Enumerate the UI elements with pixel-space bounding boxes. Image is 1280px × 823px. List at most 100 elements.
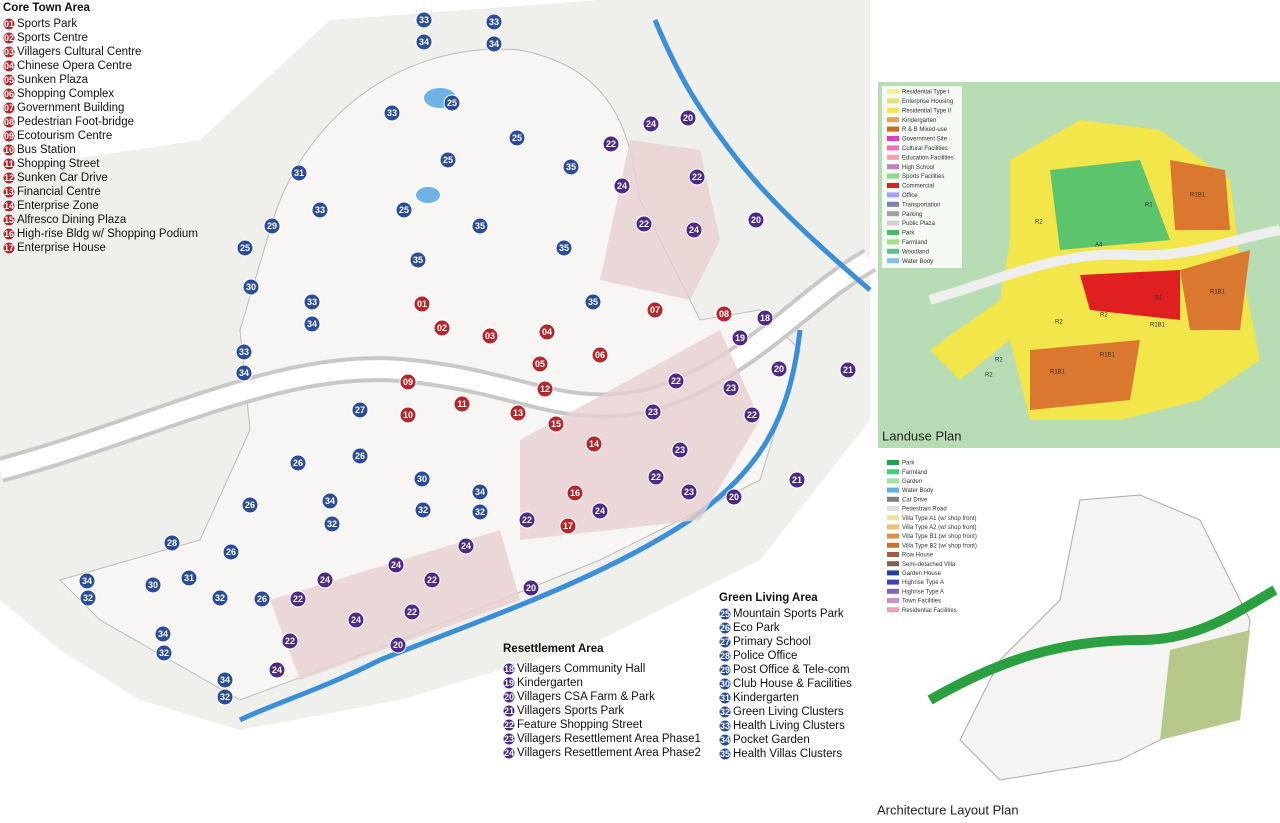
map-marker-code: 30: [417, 474, 427, 484]
map-marker-code: 30: [148, 580, 158, 590]
legend-label: Chinese Opera Centre: [17, 60, 132, 72]
map-marker-circle: [485, 35, 503, 53]
map-marker-code: 16: [570, 488, 580, 498]
map-marker-circle: [155, 644, 173, 662]
legend-label: Sports Facilities: [902, 174, 944, 180]
legend-badge-circle: [718, 635, 732, 649]
legend-label: Public Plaza: [902, 221, 936, 227]
map-marker-circle: [268, 661, 286, 679]
legend-label: Town Facilities: [902, 599, 941, 605]
legend-label: Pocket Garden: [733, 734, 810, 746]
map-marker-code: 26: [245, 500, 255, 510]
map-marker-code: 25: [512, 133, 522, 143]
legend-label: Government Site: [902, 137, 948, 143]
legend-label: Police Office: [733, 650, 797, 662]
map-marker-circle: [613, 177, 631, 195]
legend-label: Health Living Clusters: [733, 720, 845, 732]
legend-label: Residential Type I: [902, 90, 950, 96]
map-marker-circle: [680, 483, 698, 501]
map-marker-circle: [647, 468, 665, 486]
legend-badge-circle: [2, 31, 16, 45]
legend-label: Highrise Type A: [902, 580, 944, 586]
legend-swatch: [887, 487, 899, 493]
legend-label: Green Living Clusters: [733, 706, 844, 718]
legend-label: Highrise Type A: [902, 589, 944, 595]
legend-swatch: [887, 524, 899, 530]
legend-badge-code: 33: [720, 721, 730, 731]
legend-badge-circle: [2, 227, 16, 241]
zone-label: R1B1: [1150, 323, 1166, 329]
legend-badge-code: 09: [4, 131, 14, 141]
legend-label: Water Body: [902, 259, 933, 265]
legend-label: Sports Centre: [17, 32, 88, 44]
legend-label: Ecotourism Centre: [17, 130, 112, 142]
map-marker-code: 15: [551, 419, 561, 429]
legend-swatch: [887, 533, 899, 539]
legend-label: Sunken Car Drive: [17, 172, 108, 184]
map-marker-circle: [536, 380, 554, 398]
legend-badge-code: 34: [720, 735, 730, 745]
map-marker-circle: [316, 571, 334, 589]
map-marker-code: 34: [82, 576, 92, 586]
legend-badge-circle: [502, 718, 516, 732]
legend-badge-circle: [718, 747, 732, 761]
map-marker-circle: [555, 239, 573, 257]
map-marker-code: 22: [606, 139, 616, 149]
map-marker-code: 30: [246, 282, 256, 292]
map-marker-code: 34: [489, 39, 499, 49]
legend-badge-code: 28: [720, 651, 730, 661]
map-marker-circle: [144, 576, 162, 594]
map-marker-code: 26: [293, 458, 303, 468]
legend-badge-circle: [502, 662, 516, 676]
map-marker-code: 35: [413, 255, 423, 265]
map-marker-code: 12: [540, 384, 550, 394]
legend-label: Post Office & Tele-com: [733, 664, 850, 676]
map-marker-code: 32: [327, 519, 337, 529]
map-marker-circle: [78, 572, 96, 590]
legend-badge-circle: [718, 607, 732, 621]
legend-badge-code: 03: [4, 47, 14, 57]
legend-badge-circle: [718, 677, 732, 691]
map-marker-code: 18: [760, 313, 770, 323]
legend-label: Woodland: [902, 249, 929, 255]
legend-badge-code: 20: [504, 692, 514, 702]
legend-label: Shopping Complex: [17, 88, 114, 100]
legend-title: Core Town Area: [3, 2, 91, 14]
legend-label: Villa Type A1 (w/ shop front): [902, 516, 976, 522]
map-marker-circle: [403, 603, 421, 621]
map-marker-code: 32: [215, 593, 225, 603]
map-marker-circle: [351, 447, 369, 465]
map-marker-code: 24: [617, 181, 627, 191]
legend-swatch: [887, 173, 899, 179]
map-marker-code: 34: [419, 37, 429, 47]
legend-badge-circle: [2, 241, 16, 255]
map-marker-code: 23: [648, 407, 658, 417]
legend-label: Villagers Resettlement Area Phase1: [517, 733, 701, 745]
legend-swatch: [887, 126, 899, 132]
legend-label: Farmland: [902, 470, 927, 476]
legend-badge-circle: [2, 59, 16, 73]
zone-label: A4: [1095, 243, 1103, 249]
map-marker-code: 31: [294, 168, 304, 178]
legend-badge-circle: [502, 690, 516, 704]
legend-label: Enterprise Housing: [902, 99, 953, 105]
housing-blocks: [270, 140, 760, 680]
map-marker-code: 25: [443, 155, 453, 165]
inset-title: Landuse Plan: [882, 428, 962, 443]
map-marker-circle: [688, 168, 706, 186]
map-marker-code: 13: [513, 408, 523, 418]
legend-label: Kindergarten: [902, 118, 936, 124]
legend-badge-circle: [2, 185, 16, 199]
map-marker-code: 06: [595, 350, 605, 360]
zone-label: R1B1: [1050, 370, 1066, 376]
map-marker-code: 34: [325, 496, 335, 506]
legend-label: High School: [902, 165, 934, 171]
map-marker-circle: [163, 534, 181, 552]
map-marker-circle: [409, 251, 427, 269]
zone-label: R1B1: [1190, 193, 1206, 199]
map-marker-circle: [389, 636, 407, 654]
legend-swatch: [887, 570, 899, 576]
map-marker-code: 05: [535, 359, 545, 369]
map-marker-circle: [387, 556, 405, 574]
